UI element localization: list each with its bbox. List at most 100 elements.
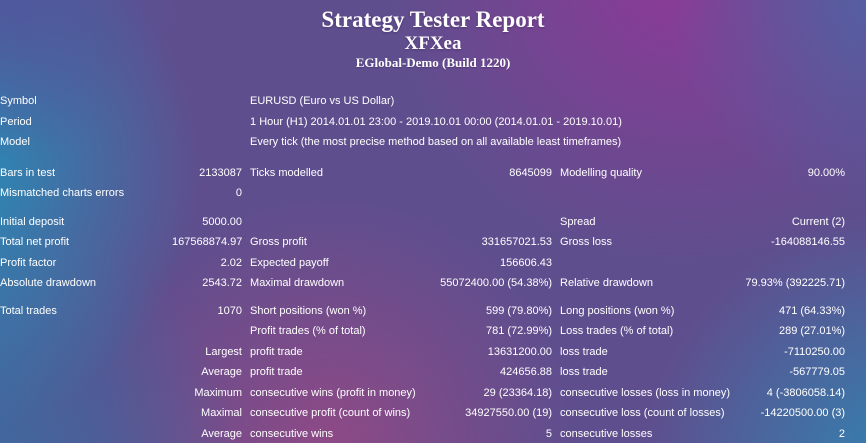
results-table-body: Symbol EURUSD (Euro vs US Dollar) Period 1 … <box>0 91 866 443</box>
report-cell <box>0 342 172 363</box>
report-cell <box>0 383 172 404</box>
report-cell <box>552 301 560 322</box>
report-cell: Maximal <box>201 407 242 420</box>
report-cell: Mismatched charts errors <box>0 187 125 200</box>
report-cell: Relative drawdown <box>560 277 653 290</box>
report-cell <box>552 163 560 184</box>
report-cell: Maximum <box>194 386 242 399</box>
report-cell: consecutive loss (count of losses) <box>560 407 725 420</box>
report-cell <box>845 301 866 322</box>
spacer-row <box>0 204 866 212</box>
report-cell <box>845 183 866 204</box>
report-cell <box>845 232 866 253</box>
report-cell <box>845 403 866 424</box>
report-cell <box>250 212 430 233</box>
report-cell: Model <box>0 136 30 149</box>
report-cell <box>0 294 866 301</box>
report-cell: Absolute drawdown <box>0 277 97 290</box>
report-cell: Long positions (won %) <box>560 304 675 317</box>
report-cell <box>242 183 250 204</box>
report-cell: 29 (23364.18) <box>483 386 553 399</box>
report-cell: 1 Hour (H1) 2014.01.01 23:00 - 2019.10.0… <box>250 115 622 128</box>
report-cell: Spread <box>560 215 596 228</box>
report-cell: loss trade <box>560 366 608 379</box>
report-cell <box>845 163 866 184</box>
report-row: Largest profit trade 13631200.00 loss trade… <box>0 342 866 363</box>
report-cell <box>552 362 560 383</box>
report-cell: Average <box>201 366 242 379</box>
report-cell: consecutive wins <box>250 427 334 440</box>
report-cell: 1070 <box>217 304 242 317</box>
report-cell: 5000.00 <box>202 215 242 228</box>
report-cell <box>552 342 560 363</box>
report-cell <box>552 424 560 443</box>
report-row: Profit trades (% of total) 781 (72.99%) Lo… <box>0 321 866 342</box>
report-cell: -7110250.00 <box>784 345 846 358</box>
report-cell: Period <box>0 115 32 128</box>
report-cell: Current (2) <box>791 215 846 228</box>
report-cell <box>172 321 242 342</box>
report-cell: 2543.72 <box>202 277 242 290</box>
report-cell <box>552 273 560 294</box>
report-cell <box>242 301 250 322</box>
report-row: Period 1 Hour (H1) 2014.01.01 23:00 - 201… <box>0 112 866 133</box>
report-cell: Maximal drawdown <box>250 277 345 290</box>
report-row: Symbol EURUSD (Euro vs US Dollar) <box>0 91 866 112</box>
report-cell: Largest <box>205 345 242 358</box>
report-cell <box>845 253 866 274</box>
report-cell <box>552 232 560 253</box>
report-title: Strategy Tester Report <box>321 7 545 32</box>
report-cell <box>242 362 250 383</box>
report-cell: 599 (79.80%) <box>485 304 553 317</box>
report-cell: 471 (64.33%) <box>778 304 846 317</box>
report-cell <box>0 321 172 342</box>
report-cell: 156606.43 <box>500 256 553 269</box>
report-cell <box>845 424 866 443</box>
report-cell: 424656.88 <box>500 366 553 379</box>
report-cell <box>552 321 560 342</box>
report-row: Initial deposit 5000.00 Spread Current (2) <box>0 212 866 233</box>
report-cell: 331657021.53 <box>481 236 553 249</box>
report-cell <box>745 253 845 274</box>
report-cell: 0 <box>235 187 242 200</box>
report-row: Maximum consecutive wins (profit in money… <box>0 383 866 404</box>
report-cell <box>845 342 866 363</box>
report-cell <box>845 212 866 233</box>
report-cell: Gross loss <box>560 236 612 249</box>
report-cell: Initial deposit <box>0 215 65 228</box>
report-cell: 90.00% <box>807 166 846 179</box>
report-cell: Ticks modelled <box>250 166 323 179</box>
spacer-row <box>0 153 866 163</box>
report-row: Total trades 1070 Short positions (won %) 5… <box>0 301 866 322</box>
report-cell <box>430 212 552 233</box>
report-cell <box>250 183 430 204</box>
report-row: Average consecutive wins 5 consecutive loss… <box>0 424 866 443</box>
report-header: Strategy Tester Report XFXea EGlobal-Dem… <box>0 0 866 85</box>
report-cell: 2.02 <box>220 256 242 269</box>
report-row: Absolute drawdown 2543.72 Maximal drawdown… <box>0 273 866 294</box>
report-cell <box>560 253 745 274</box>
report-cell: Every tick (the most precise method base… <box>250 136 622 149</box>
report-cell: consecutive losses (loss in money) <box>560 386 730 399</box>
report-cell <box>845 273 866 294</box>
report-cell: Expected payoff <box>250 256 329 269</box>
report-cell: consecutive profit (count of wins) <box>250 407 411 420</box>
report-cell: 8645099 <box>509 166 553 179</box>
report-cell <box>552 403 560 424</box>
report-cell: 2133087 <box>199 166 242 179</box>
report-cell: Total trades <box>0 304 57 317</box>
report-cell <box>430 183 552 204</box>
report-cell <box>552 383 560 404</box>
report-cell <box>845 362 866 383</box>
report-cell: 55072400.00 (54.38%) <box>440 277 553 290</box>
report-cell: Average <box>201 427 242 440</box>
report-cell <box>845 383 866 404</box>
report-cell <box>242 273 250 294</box>
report-cell <box>0 153 866 163</box>
report-cell: consecutive losses <box>560 427 653 440</box>
report-cell <box>242 342 250 363</box>
report-cell: 5 <box>545 427 553 440</box>
report-cell: 781 (72.99%) <box>485 325 553 338</box>
report-cell <box>0 362 172 383</box>
